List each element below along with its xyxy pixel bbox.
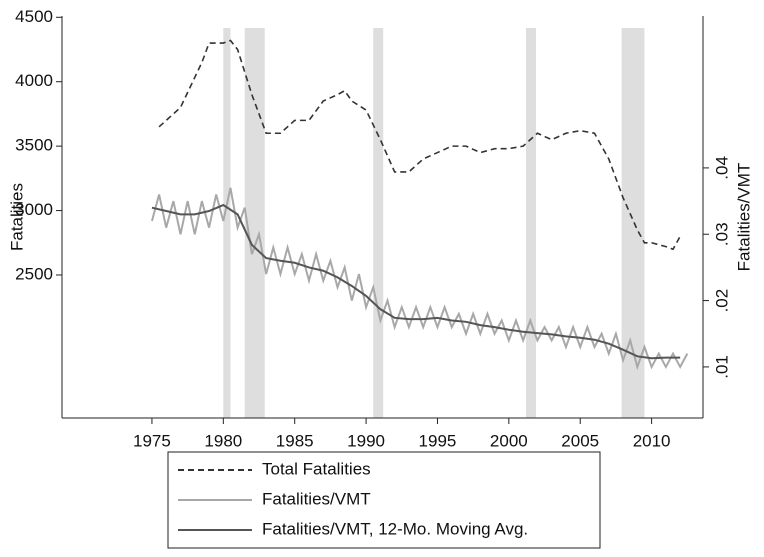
x-tick-label: 1990: [347, 431, 385, 450]
y2-tick-label: .01: [712, 355, 731, 379]
y2-tick-label: .02: [712, 289, 731, 313]
y-tick-label: 2500: [15, 264, 53, 283]
shaded-period: [621, 28, 645, 418]
x-tick-label: 1995: [419, 431, 457, 450]
x-tick-label: 1975: [133, 431, 171, 450]
legend-label: Fatalities/VMT: [262, 489, 371, 508]
x-tick-label: 1980: [204, 431, 242, 450]
y-tick-label: 4000: [15, 71, 53, 90]
y2-tick-label: .03: [712, 222, 731, 246]
y2-tick-label: .04: [712, 156, 731, 180]
y-axis-label: Fatalities: [7, 183, 26, 251]
y-tick-label: 3500: [15, 136, 53, 155]
series-line: [158, 39, 681, 251]
legend-label: Fatalities/VMT, 12-Mo. Moving Avg.: [262, 519, 528, 538]
legend-box: [167, 451, 601, 549]
x-tick-label: 1985: [276, 431, 314, 450]
y-tick-label: 3000: [15, 200, 53, 219]
legend-label: Total Fatalities: [262, 459, 371, 478]
y2-axis-label: Fatalities/VMT: [734, 163, 753, 272]
shaded-period: [373, 28, 384, 418]
shaded-period: [244, 28, 265, 418]
x-tick-label: 2010: [633, 431, 671, 450]
x-tick-label: 2005: [561, 431, 599, 450]
y-tick-label: 4500: [15, 7, 53, 26]
shaded-period: [223, 28, 231, 418]
x-tick-label: 2000: [490, 431, 528, 450]
series-line: [151, 203, 681, 360]
shaded-period: [525, 28, 536, 418]
